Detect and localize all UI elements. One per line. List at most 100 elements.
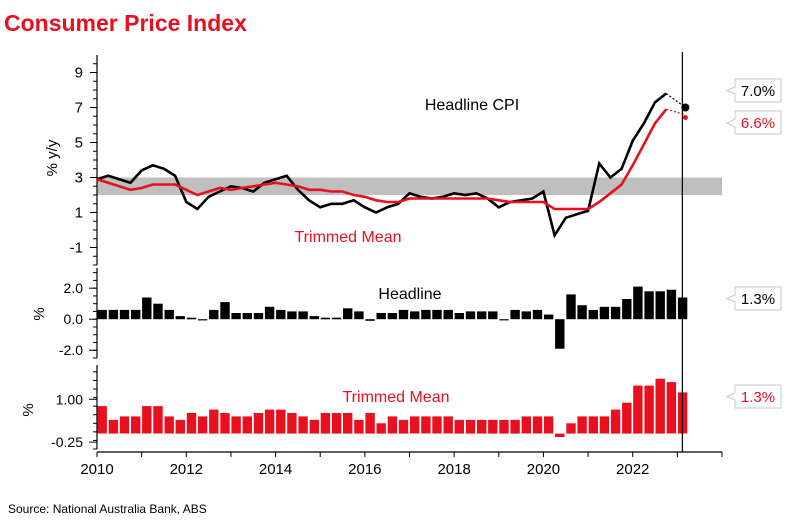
headline-bar xyxy=(577,305,587,320)
headline-bar xyxy=(398,309,409,320)
headline-bar xyxy=(499,319,509,321)
trimmed-end-callout: 6.6% xyxy=(725,110,782,135)
headline-bar xyxy=(588,309,598,320)
trimmed-bar xyxy=(443,416,453,434)
trimmed-bar xyxy=(454,419,464,434)
headline-bar xyxy=(242,313,252,320)
headline-y-tick-label: 0.0 xyxy=(64,311,84,327)
headline-bar xyxy=(599,306,610,320)
trimmed-bar xyxy=(298,416,308,434)
headline-bar xyxy=(376,313,386,320)
headline-bar xyxy=(231,313,241,320)
x-tick-label: 2012 xyxy=(170,461,203,478)
trimmed-bar xyxy=(510,419,520,434)
trimmed-bar xyxy=(253,413,264,434)
trimmed-bar xyxy=(231,416,241,434)
top-y-tick-label: 9 xyxy=(75,65,83,82)
headline-y-tick-label: 2.0 xyxy=(64,280,84,296)
trimmed-bar xyxy=(465,419,476,434)
headline-bar xyxy=(197,319,208,321)
top-y-axis: 9 7 5 3 1 -1 xyxy=(70,55,98,266)
trimmed-bar xyxy=(488,419,498,434)
headline-bar xyxy=(264,306,275,320)
headline-bar xyxy=(298,311,308,320)
x-tick-label: 2018 xyxy=(437,461,470,478)
headline-bar xyxy=(633,286,643,320)
headline-bar xyxy=(365,319,375,321)
trimmed-bar xyxy=(242,416,252,434)
headline-bar xyxy=(521,311,531,320)
headline-y-tick-label: -2.0 xyxy=(59,342,83,358)
headline-y-axis: 2.0 0.0 -2.0 xyxy=(59,268,98,359)
headline-bar xyxy=(354,311,364,320)
x-tick-label: 2014 xyxy=(259,461,292,478)
headline-bar xyxy=(655,291,665,320)
headline-bar-panel: 2.0 0.0 -2.0 Headline % 1.3% xyxy=(31,268,782,359)
headline-cpi-series-label: Headline CPI xyxy=(425,97,519,114)
trimmed-y-tick-label: -0.25 xyxy=(51,434,83,450)
trimmed-bar xyxy=(175,419,185,434)
headline-bar xyxy=(309,316,319,320)
x-tick-label: 2022 xyxy=(616,461,649,478)
headline-panel-label: Headline xyxy=(378,286,441,303)
trimmed-bar xyxy=(499,419,509,434)
headline-bar xyxy=(644,291,654,320)
trimmed-bar xyxy=(622,402,632,434)
headline-end-value: 7.0% xyxy=(741,83,775,100)
headline-bar xyxy=(276,309,286,320)
trimmed-bars xyxy=(97,378,688,437)
trimmed-bar xyxy=(532,416,543,434)
top-y-tick-label: 1 xyxy=(75,205,83,222)
headline-bar xyxy=(387,313,398,320)
x-tick-label: 2010 xyxy=(80,461,113,478)
headline-bar xyxy=(209,309,219,320)
trimmed-bar xyxy=(209,409,219,434)
source-note: Source: National Australia Bank, ABS xyxy=(8,502,207,516)
trimmed-bar xyxy=(577,416,587,434)
headline-bar xyxy=(465,311,476,320)
headline-bar xyxy=(622,299,632,320)
headline-bar-end-value: 1.3% xyxy=(741,291,775,308)
trimmed-end-value: 6.6% xyxy=(741,115,775,132)
trimmed-bar xyxy=(432,416,442,434)
headline-bar xyxy=(566,294,576,320)
trimmed-bar xyxy=(343,413,353,434)
headline-bar xyxy=(443,309,453,320)
headline-bar xyxy=(131,309,141,320)
trimmed-bar xyxy=(410,416,420,434)
headline-bar xyxy=(142,297,152,320)
trimmed-bar xyxy=(164,416,174,434)
headline-bar xyxy=(108,309,119,320)
headline-bar xyxy=(410,311,420,320)
headline-bar xyxy=(454,313,464,320)
trimmed-bar xyxy=(398,419,409,434)
headline-bar xyxy=(175,316,185,320)
trimmed-bar xyxy=(521,416,531,434)
headline-bar xyxy=(287,311,297,320)
trimmed-bar xyxy=(644,385,654,434)
trimmed-bar xyxy=(331,413,342,434)
trimmed-bar xyxy=(387,416,398,434)
trimmed-bar xyxy=(588,416,598,434)
trimmed-mean-line xyxy=(96,108,668,211)
trimmed-bar xyxy=(119,416,130,434)
headline-bar xyxy=(610,306,621,320)
trimmed-bar-panel: 1.00 -0.25 Trimmed Mean % 1.3% xyxy=(20,365,782,450)
headline-bar-end-callout: 1.3% xyxy=(725,286,782,311)
top-y-tick-label: -1 xyxy=(70,240,83,257)
trimmed-mean-marker xyxy=(682,115,688,120)
headline-bar xyxy=(220,302,230,320)
headline-bars xyxy=(97,286,688,349)
trimmed-bar-end-value: 1.3% xyxy=(741,389,775,406)
trimmed-bar xyxy=(543,416,554,434)
trimmed-y-axis: 1.00 -0.25 xyxy=(51,365,98,450)
trimmed-bar xyxy=(197,416,208,434)
headline-y-axis-label: % xyxy=(31,307,48,320)
trimmed-bar-end-callout: 1.3% xyxy=(725,384,782,409)
chart-title: Consumer Price Index xyxy=(4,10,247,36)
headline-bar xyxy=(488,311,498,320)
trimmed-bar xyxy=(365,413,375,434)
x-tick-label: 2016 xyxy=(348,461,381,478)
trimmed-bar xyxy=(97,406,107,434)
headline-bar xyxy=(421,309,431,320)
